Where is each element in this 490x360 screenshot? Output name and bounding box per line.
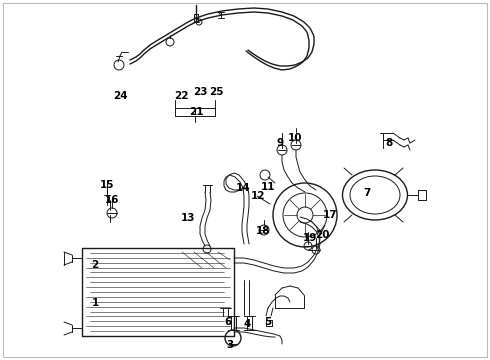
- Text: 13: 13: [181, 213, 195, 223]
- Text: 14: 14: [236, 183, 250, 193]
- Text: 10: 10: [288, 133, 302, 143]
- Text: 11: 11: [261, 182, 275, 192]
- Text: 16: 16: [105, 195, 119, 205]
- Text: 7: 7: [363, 188, 371, 198]
- Text: 25: 25: [209, 87, 223, 97]
- Text: 6: 6: [224, 317, 232, 327]
- Text: 18: 18: [256, 226, 270, 236]
- Text: 24: 24: [113, 91, 127, 101]
- Text: 22: 22: [174, 91, 188, 101]
- Text: 15: 15: [100, 180, 114, 190]
- Text: 8: 8: [385, 138, 392, 148]
- Text: 19: 19: [303, 233, 317, 243]
- Text: 21: 21: [189, 107, 203, 117]
- Text: 3: 3: [226, 340, 234, 350]
- Text: 20: 20: [315, 230, 329, 240]
- Text: 2: 2: [91, 260, 98, 270]
- Text: 5: 5: [265, 317, 271, 327]
- Text: 12: 12: [251, 191, 265, 201]
- Text: 1: 1: [91, 298, 98, 308]
- Text: 17: 17: [323, 210, 337, 220]
- Text: 4: 4: [244, 319, 251, 329]
- Text: 23: 23: [193, 87, 207, 97]
- Text: 9: 9: [276, 138, 284, 148]
